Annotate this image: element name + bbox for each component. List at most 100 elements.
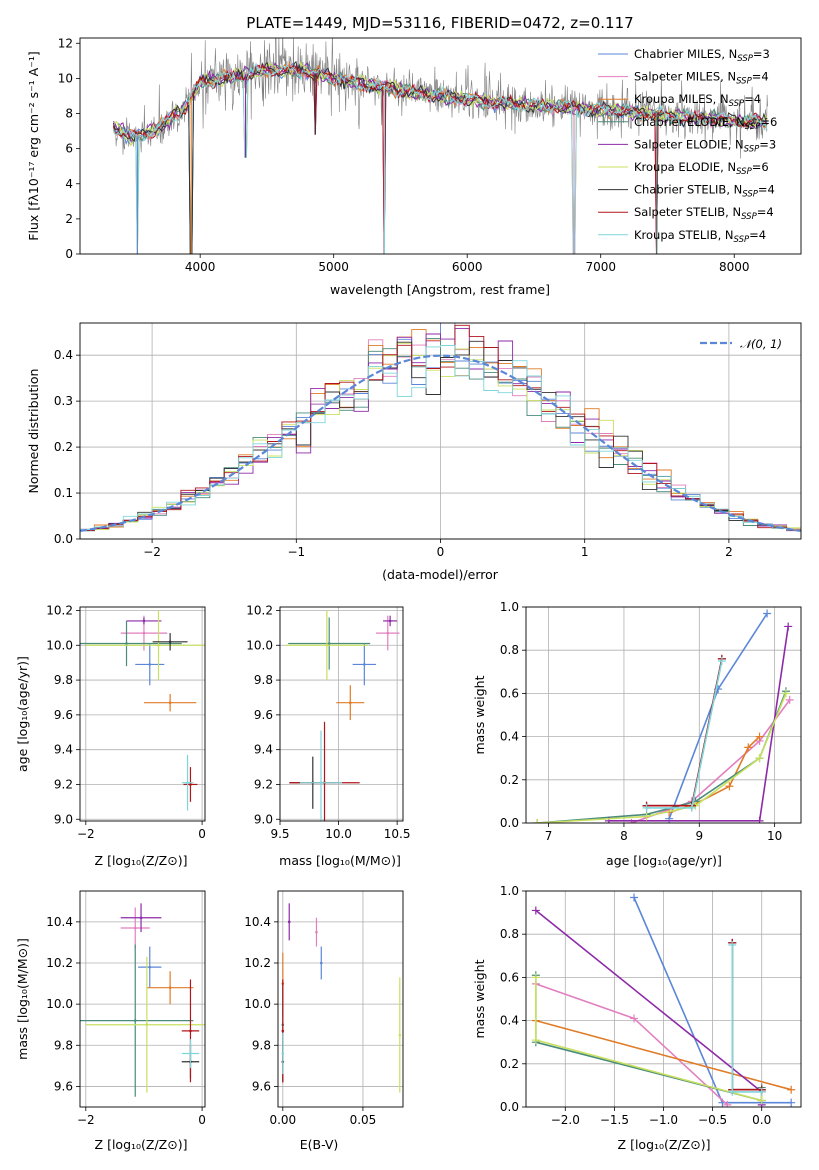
xtick-label-spectrum-0: 4000	[185, 260, 216, 274]
point-mass-vs-EBV-salpeter-miles	[315, 930, 318, 934]
ytick-label-mass-vs-EBV-2: 10.0	[244, 997, 271, 1011]
frame-weight-vs-Z	[525, 890, 802, 1108]
point-age-vs-mass-chabrier-miles	[363, 663, 366, 666]
marker-weight-vs-age-kroupa-elodie-4	[781, 689, 790, 698]
ytick-label-residuals-1: 0.1	[54, 486, 73, 500]
plot-area-spectrum	[112, 38, 768, 254]
residuals-xlabel: (data-model)/error	[382, 567, 499, 582]
xtick-label-weight-vs-Z-4: 0.0	[752, 1113, 771, 1127]
xtick-label-age-vs-Z-1: 0	[198, 827, 206, 841]
legend-label-salpeter-elodie: Salpeter ELODIE, NSSP=3	[634, 137, 776, 154]
ytick-label-age-vs-Z-0: 9.0	[54, 812, 73, 826]
legend-label-sub: SSP	[745, 122, 761, 132]
ytick-label-age-vs-mass-2: 9.4	[254, 743, 273, 757]
xtick-label-mass-vs-EBV-1: 0.05	[350, 1113, 377, 1127]
legend-label-sub: SSP	[741, 212, 757, 222]
point-mass-vs-Z-kroupa-miles	[168, 986, 172, 989]
residuals-ylabel: Normed distribution	[26, 369, 41, 494]
xtick-label-residuals-1: −1	[287, 545, 305, 559]
legend-label-tail: =4	[758, 183, 775, 197]
marker-weight-vs-age-kroupa-stelib-1	[687, 803, 696, 812]
marker-weight-vs-Z-salpeter-miles-1	[630, 1014, 639, 1023]
legend-label-tail: =6	[760, 115, 777, 129]
ytick-label-residuals-4: 0.4	[54, 348, 73, 362]
legend-label-salpeter-miles: Salpeter MILES, NSSP=4	[634, 70, 769, 87]
marker-weight-vs-Z-salpeter-miles-2	[723, 1100, 732, 1107]
point-mass-vs-Z-salpeter-elodie	[139, 916, 143, 920]
spectrum-model-kroupa-miles	[112, 62, 768, 254]
legend-label-main: Chabrier MILES, N	[634, 47, 737, 61]
ytick-label-weight-vs-Z-0: 0.0	[500, 1100, 519, 1114]
spectrum-model-kroupa-stelib	[112, 62, 768, 254]
frame-weight-vs-age	[525, 606, 802, 824]
xtick-label-age-vs-mass-2: 10.5	[384, 827, 411, 841]
marker-weight-vs-Z-kroupa-elodie-2	[757, 1096, 766, 1105]
legend-label-tail: =4	[749, 228, 766, 242]
ytick-label-age-vs-Z-2: 9.4	[54, 743, 73, 757]
plot-area-age-vs-Z	[80, 610, 205, 811]
ytick-label-weight-vs-age-4: 0.8	[500, 643, 519, 657]
frame-mass-vs-Z	[79, 890, 206, 1108]
xtick-label-spectrum-1: 5000	[318, 260, 349, 274]
spectrum-ylabel: Flux [fλ10⁻¹⁷ erg cm⁻² s⁻¹ A⁻¹]	[26, 51, 41, 240]
point-mass-vs-Z-kroupa-stelib	[189, 1052, 192, 1055]
legend-label-tail: =3	[753, 47, 770, 61]
point-age-vs-Z-chabrier-miles	[148, 663, 152, 666]
line-weight-vs-age-kroupa-stelib	[646, 660, 723, 809]
mass-Z-ylabel: mass [log₁₀(M/M⊙)]	[15, 938, 30, 1060]
xtick-label-residuals-3: 1	[581, 545, 589, 559]
normal-curve	[80, 354, 801, 532]
plot-area-residuals	[80, 323, 801, 539]
marker-weight-vs-age-salpeter-miles-3	[785, 695, 794, 704]
residuals-panel: (data-model)/error Normed distribution −…	[26, 322, 802, 582]
ytick-label-weight-vs-Z-2: 0.4	[500, 1014, 519, 1028]
marker-weight-vs-Z-salpeter-elodie-0	[531, 906, 540, 915]
ytick-label-spectrum-1: 2	[65, 212, 73, 226]
plot-area-mass-vs-Z	[80, 903, 205, 1097]
ytick-label-weight-vs-age-1: 0.2	[500, 773, 519, 787]
legend-label-tail: =4	[752, 70, 769, 84]
ytick-label-spectrum-2: 4	[65, 177, 73, 191]
xtick-label-mass-vs-EBV-0: 0.00	[269, 1113, 296, 1127]
legend-label-chabrier-miles: Chabrier MILES, NSSP=3	[634, 47, 770, 64]
xtick-label-mass-vs-Z-0: −2	[77, 1113, 95, 1127]
marker-weight-vs-age-kroupa-stelib-0	[642, 803, 651, 812]
legend-label-sub: SSP	[736, 167, 752, 177]
xtick-label-weight-vs-Z-2: −1.0	[649, 1113, 678, 1127]
ytick-label-age-vs-mass-1: 9.2	[254, 777, 273, 791]
spectrum-panel: PLATE=1449, MJD=53116, FIBERID=0472, z=0…	[26, 14, 802, 297]
point-mass-vs-Z-salpeter-stelib	[189, 1029, 192, 1033]
xtick-label-age-vs-mass-0: 9.5	[270, 827, 289, 841]
ytick-label-age-vs-mass-4: 9.8	[254, 673, 273, 687]
plot-area-age-vs-mass	[285, 610, 400, 821]
point-age-vs-Z-kroupa-miles	[168, 701, 172, 704]
ytick-label-weight-vs-age-3: 0.6	[500, 686, 519, 700]
age-Z-xlabel: Z [log₁₀(Z/Z⊙)]	[95, 853, 188, 868]
line-weight-vs-Z-salpeter-elodie	[535, 909, 763, 1105]
xtick-label-weight-vs-age-1: 8	[620, 829, 628, 843]
point-age-vs-mass-kroupa-stelib	[319, 781, 323, 785]
point-age-vs-Z-chabrier-elodie	[125, 642, 128, 645]
plot-area-weight-vs-age	[533, 609, 794, 823]
ytick-label-mass-vs-EBV-4: 10.4	[244, 915, 271, 929]
line-weight-vs-age-kroupa-elodie	[537, 693, 787, 823]
ytick-label-mass-vs-Z-3: 10.2	[46, 956, 73, 970]
line-weight-vs-age-chabrier-elodie	[537, 690, 787, 823]
marker-weight-vs-age-kroupa-miles-3	[744, 743, 753, 752]
legend-label-main: Chabrier ELODIE, N	[634, 115, 745, 129]
xtick-label-weight-vs-age-2: 9	[695, 829, 703, 843]
legend-label-sub: SSP	[742, 190, 758, 200]
point-age-vs-Z-salpeter-miles	[142, 631, 146, 635]
ytick-label-mass-vs-EBV-1: 9.8	[252, 1038, 271, 1052]
point-mass-vs-EBV-kroupa-stelib	[281, 1052, 285, 1055]
ytick-label-age-vs-Z-5: 10.0	[46, 638, 73, 652]
ytick-label-age-vs-Z-6: 10.2	[46, 603, 73, 617]
marker-weight-vs-age-kroupa-elodie-3	[755, 754, 764, 763]
ytick-label-spectrum-3: 6	[65, 142, 73, 156]
ytick-label-weight-vs-Z-5: 1.0	[500, 884, 519, 898]
marker-weight-vs-Z-chabrier-miles-2	[787, 1098, 796, 1107]
hist-kroupa-stelib	[80, 345, 801, 539]
xtick-label-weight-vs-Z-3: −0.5	[698, 1113, 727, 1127]
point-age-vs-mass-salpeter-elodie	[388, 619, 392, 623]
legend-label-main: Kroupa ELODIE, N	[634, 160, 736, 174]
